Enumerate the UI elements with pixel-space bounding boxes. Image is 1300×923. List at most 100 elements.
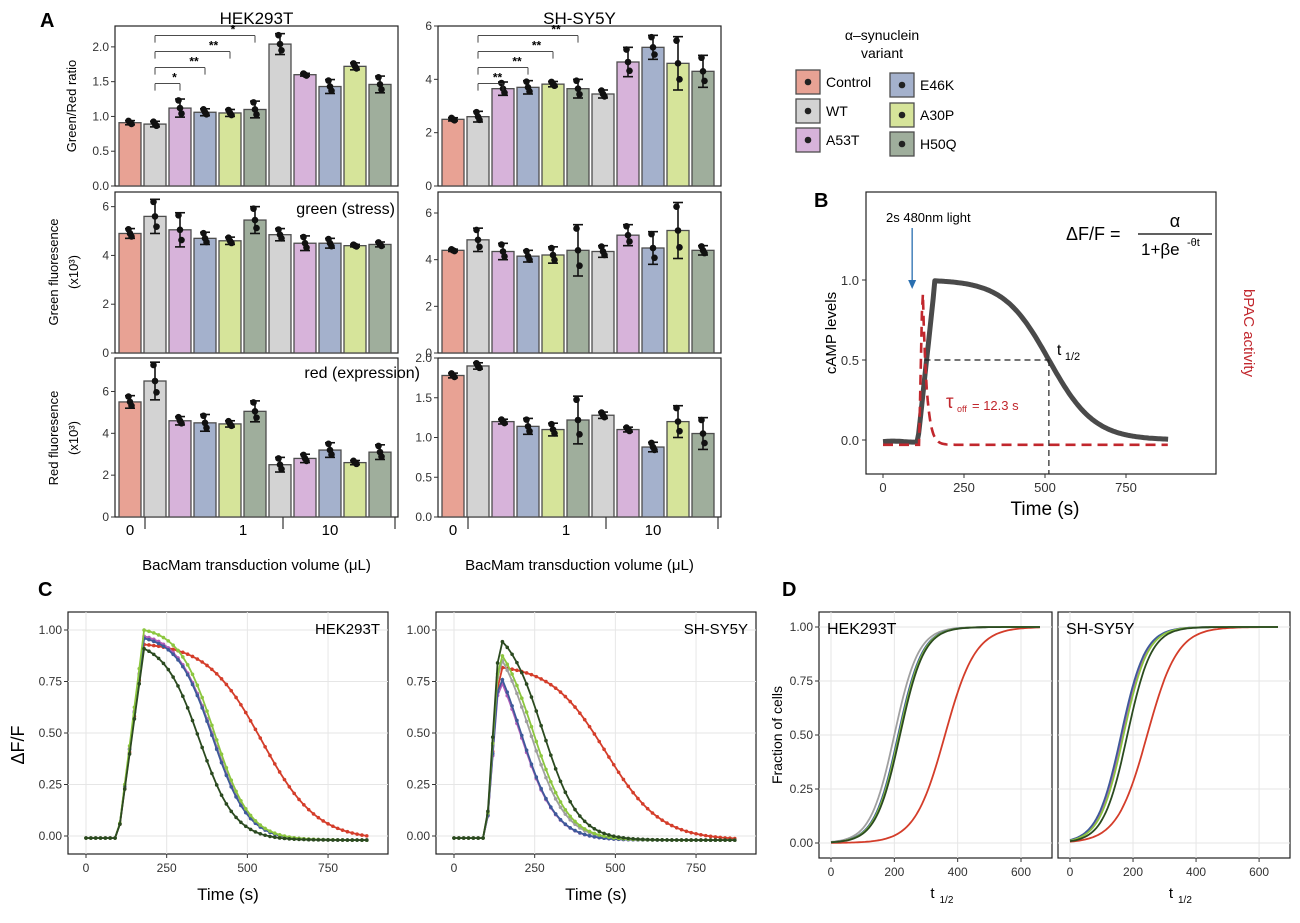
trace-point	[243, 710, 248, 715]
trace-point	[636, 796, 640, 801]
y-tick-label: 0.5	[92, 144, 109, 158]
y-tick-label: 6	[102, 200, 109, 214]
x-tick-label: 750	[1115, 480, 1137, 495]
bar-a53t	[168, 107, 192, 187]
trace-point	[582, 717, 587, 722]
data-point	[601, 93, 608, 100]
data-point	[251, 216, 259, 224]
trace-point	[524, 682, 529, 686]
trace-point	[544, 679, 548, 684]
trace-point	[277, 836, 282, 840]
trace-point	[210, 771, 214, 776]
data-point	[698, 54, 705, 62]
trace-point	[660, 818, 664, 822]
trace-point	[466, 836, 471, 840]
trace-point	[156, 656, 161, 661]
trace-point	[529, 762, 534, 766]
trace-point	[553, 797, 558, 801]
y-axis-label-red-unit: (x10³)	[66, 421, 81, 455]
trace-point	[272, 835, 277, 840]
trace-point	[214, 738, 219, 742]
trace-point	[287, 837, 292, 841]
y-tick-label: 0.50	[39, 726, 63, 740]
t-half-label: t	[1057, 342, 1062, 359]
trace-point	[578, 711, 582, 715]
trace-point	[360, 838, 364, 842]
bar-e46k	[318, 242, 342, 354]
trace-point	[597, 829, 602, 834]
trace-point	[539, 786, 543, 791]
x-axis-label: BacMam transduction volume (μL)	[142, 557, 371, 574]
bar-a30p	[343, 461, 367, 518]
trace-point	[118, 822, 122, 827]
data-point	[128, 402, 135, 410]
formula-lhs: ΔF/F =	[1066, 224, 1121, 244]
trace-point	[268, 829, 272, 833]
trace-point	[142, 628, 146, 632]
trace-point	[268, 834, 272, 839]
trace-point	[568, 799, 572, 804]
trace-point	[335, 838, 340, 842]
data-point	[150, 361, 157, 369]
trace-point	[490, 735, 495, 739]
bar-h50q	[243, 108, 267, 187]
data-point	[576, 90, 583, 98]
trace-point	[515, 718, 519, 723]
trace-point	[355, 838, 359, 842]
trace-point	[147, 643, 151, 647]
sig-label: **	[493, 71, 503, 85]
trace-point	[219, 760, 224, 765]
trace-point	[243, 824, 248, 829]
trace-point	[253, 818, 258, 823]
bar-wt	[143, 215, 167, 354]
data-point	[699, 68, 707, 75]
trace-point	[694, 832, 698, 836]
trace-point	[578, 814, 582, 818]
trace-point	[573, 705, 577, 709]
x-tick-label: 400	[948, 865, 968, 879]
y-tick-label: 1.00	[790, 620, 814, 634]
trace-point	[263, 744, 267, 749]
data-point	[701, 439, 708, 447]
trace-point	[239, 798, 243, 803]
panel-title-sh: SH-SY5Y	[684, 621, 748, 638]
x-axis-label-c: Time (s)	[197, 885, 259, 904]
data-point	[673, 404, 680, 412]
light-arrow-head	[908, 280, 917, 289]
trace-point	[505, 645, 510, 650]
bar-h50q	[691, 249, 715, 354]
x-tick-label: 0	[451, 861, 458, 875]
trace-point	[93, 836, 98, 840]
legend-point	[898, 140, 906, 148]
data-point	[178, 110, 185, 117]
y-tick-label: 1.0	[415, 431, 432, 445]
trace-point	[694, 838, 698, 842]
tau-label: τ	[946, 392, 954, 413]
trace-point	[544, 767, 548, 772]
trace-point	[272, 831, 277, 836]
trace-point	[205, 663, 209, 668]
data-point	[673, 37, 680, 44]
bar-wt	[591, 414, 615, 518]
trace-point	[161, 635, 166, 640]
trace-point	[137, 681, 142, 686]
trace-point	[515, 691, 519, 696]
trace-point	[224, 766, 229, 770]
trace-point	[302, 837, 306, 842]
trace-point	[190, 672, 195, 677]
legend-point	[898, 81, 906, 89]
panel-title-hek: HEK293T	[315, 621, 380, 638]
trace-point	[563, 812, 568, 816]
data-point	[253, 111, 260, 118]
trace-point	[553, 767, 558, 771]
y-tick-label: 2	[425, 299, 432, 313]
trace-point	[176, 684, 180, 688]
trace-point	[248, 827, 253, 832]
bar-a53t	[168, 229, 192, 354]
trace-point	[563, 822, 568, 826]
trace-point	[505, 668, 510, 672]
bar-a30p	[218, 423, 242, 518]
trace-point	[621, 836, 626, 840]
trace-point	[510, 652, 514, 657]
trace-point	[205, 719, 209, 724]
